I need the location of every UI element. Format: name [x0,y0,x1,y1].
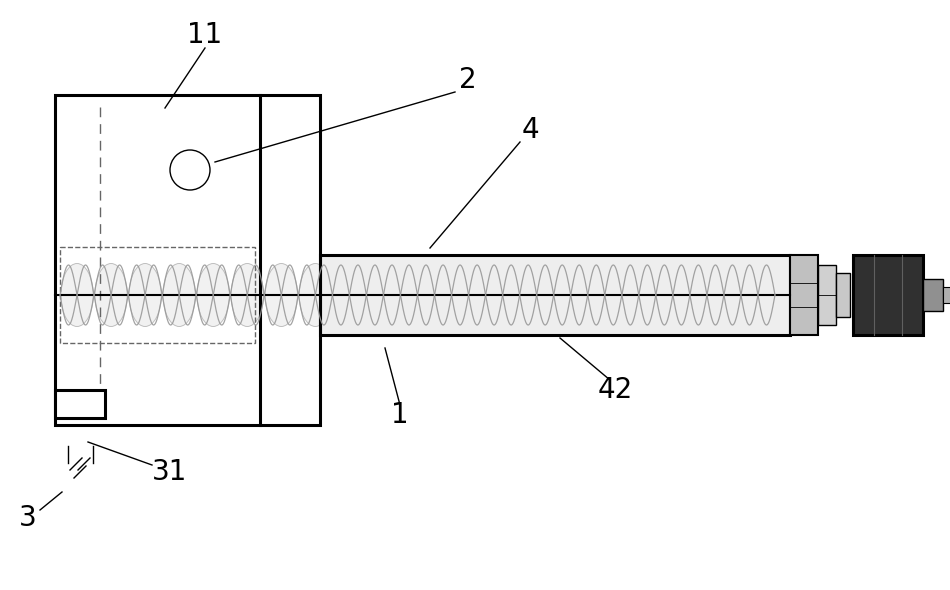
Bar [943,287,950,303]
Ellipse shape [742,264,774,326]
Bar [55,390,105,418]
Ellipse shape [231,264,263,326]
Text: 11: 11 [187,21,222,49]
Ellipse shape [469,264,502,326]
Ellipse shape [61,264,93,326]
Ellipse shape [333,264,366,326]
Ellipse shape [435,264,467,326]
Bar [790,255,818,335]
Ellipse shape [708,264,740,326]
Ellipse shape [401,264,433,326]
Ellipse shape [368,264,400,326]
Ellipse shape [197,264,229,326]
Bar [853,255,923,335]
Text: 31: 31 [152,458,188,486]
Ellipse shape [605,264,638,326]
Ellipse shape [504,264,536,326]
Ellipse shape [674,264,706,326]
Bar [836,273,850,317]
Ellipse shape [572,264,604,326]
Ellipse shape [299,264,332,326]
Text: 4: 4 [522,116,539,144]
Ellipse shape [129,264,162,326]
Ellipse shape [639,264,672,326]
Text: 2: 2 [459,66,477,94]
Text: 1: 1 [391,401,408,429]
Ellipse shape [265,264,297,326]
Bar [818,265,836,325]
Text: 42: 42 [598,376,633,404]
Bar [923,279,943,311]
Ellipse shape [538,264,570,326]
Ellipse shape [95,264,127,326]
Polygon shape [320,255,790,335]
Text: 3: 3 [19,504,37,532]
Ellipse shape [163,264,196,326]
